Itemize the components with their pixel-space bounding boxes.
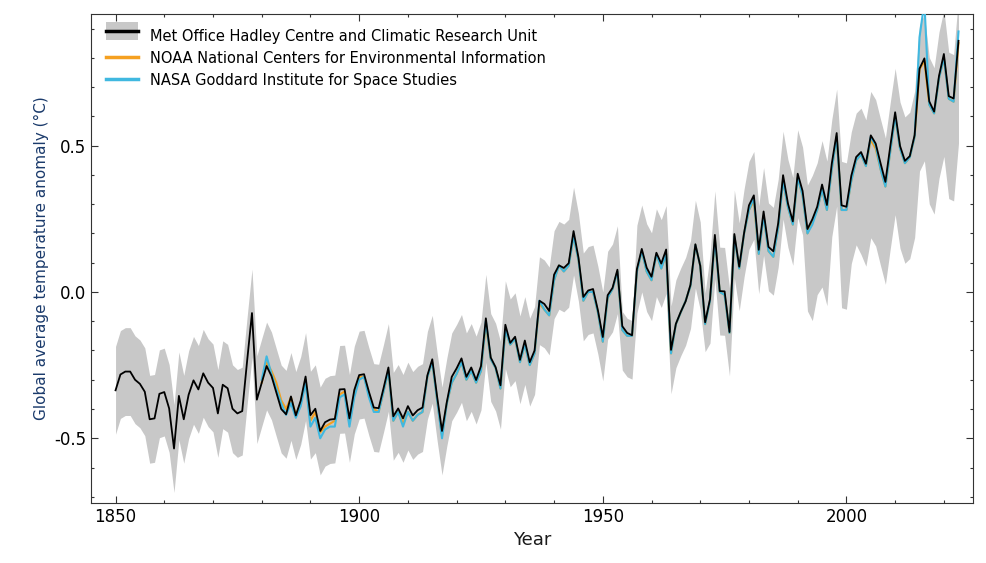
- Y-axis label: Global average temperature anomaly (°C): Global average temperature anomaly (°C): [34, 96, 48, 420]
- X-axis label: Year: Year: [513, 531, 551, 549]
- Legend: Met Office Hadley Centre and Climatic Research Unit, NOAA National Centers for E: Met Office Hadley Centre and Climatic Re…: [99, 21, 552, 95]
